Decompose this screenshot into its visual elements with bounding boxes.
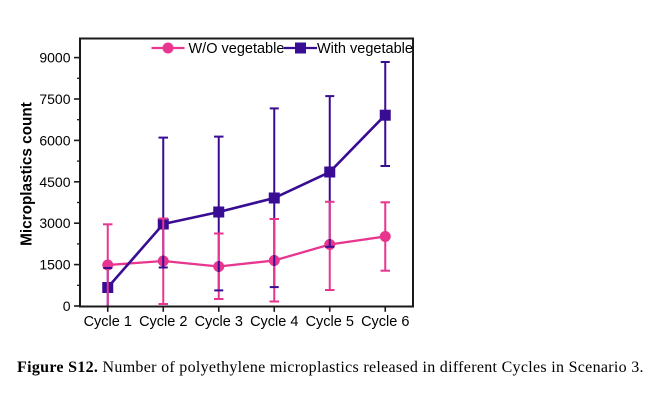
svg-text:W/O vegetable: W/O vegetable [189, 41, 285, 57]
svg-text:1500: 1500 [39, 257, 70, 273]
svg-text:4500: 4500 [39, 174, 70, 190]
svg-text:With vegetable: With vegetable [317, 41, 413, 57]
svg-text:9000: 9000 [39, 50, 70, 66]
svg-text:Cycle 5: Cycle 5 [306, 314, 354, 330]
svg-text:6000: 6000 [39, 132, 70, 148]
svg-text:Cycle 3: Cycle 3 [195, 314, 243, 330]
svg-text:Cycle 6: Cycle 6 [361, 314, 409, 330]
svg-text:7500: 7500 [39, 91, 70, 107]
svg-text:Cycle 4: Cycle 4 [250, 314, 298, 330]
svg-text:3000: 3000 [39, 215, 70, 231]
svg-text:0: 0 [63, 298, 71, 314]
svg-text:Cycle 2: Cycle 2 [139, 314, 187, 330]
svg-text:Cycle 1: Cycle 1 [84, 314, 132, 330]
svg-text:Microplastics count: Microplastics count [19, 102, 36, 246]
